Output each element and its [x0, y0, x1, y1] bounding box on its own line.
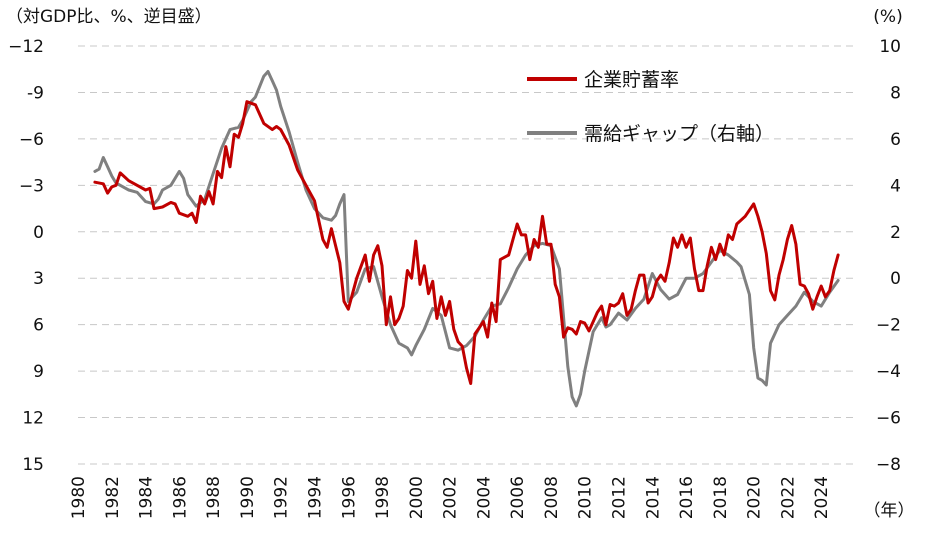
- x-tick-label: 2024: [812, 476, 832, 519]
- left-tick-label: 3: [33, 269, 44, 289]
- x-tick-label: 2000: [407, 476, 427, 519]
- right-tick-label: 8: [890, 83, 901, 103]
- legend-label-output-gap: 需給ギャップ（右軸）: [584, 123, 774, 145]
- x-tick-label: 1992: [272, 476, 292, 519]
- left-tick-label: −3: [19, 176, 44, 196]
- x-tick-label: 2014: [643, 476, 663, 519]
- right-axis-label: (%): [873, 7, 902, 27]
- left-tick-label: 6: [33, 316, 44, 336]
- right-tick-label: −6: [876, 409, 901, 429]
- x-tick-label: 1996: [339, 476, 359, 519]
- x-tick-label: 2018: [711, 476, 731, 519]
- left-tick-label: 9: [33, 362, 44, 382]
- x-axis-unit-label: （年）: [864, 501, 915, 521]
- gridlines: [78, 45, 855, 465]
- x-tick-label: 2016: [677, 476, 697, 519]
- left-tick-label: −6: [19, 130, 44, 150]
- right-tick-label: −2: [876, 316, 901, 336]
- series-line-savings-rate: [93, 100, 840, 385]
- legend-label-savings: 企業貯蓄率: [584, 69, 679, 91]
- right-tick-label: 0: [890, 269, 901, 289]
- left-tick-label: −12: [8, 37, 44, 57]
- x-tick-label: 1990: [238, 476, 258, 519]
- x-tick-label: 2020: [745, 476, 765, 519]
- series-lines: [93, 70, 840, 408]
- right-axis-ticks: 10 8 6 4 2 0 −2 −4 −6 −8: [876, 37, 901, 475]
- right-tick-label: 6: [890, 130, 901, 150]
- legend: 企業貯蓄率 需給ギャップ（右軸）: [527, 69, 774, 145]
- x-tick-label: 2006: [508, 476, 528, 519]
- left-tick-label: 12: [22, 409, 44, 429]
- x-tick-label: 2012: [610, 476, 630, 519]
- x-tick-label: 1986: [170, 476, 190, 519]
- x-tick-label: 2002: [441, 476, 461, 519]
- left-tick-label: 15: [22, 455, 44, 475]
- x-tick-label: 1988: [204, 476, 224, 519]
- series-line-output-gap: [93, 70, 840, 408]
- x-tick-label: 2010: [576, 476, 596, 519]
- x-tick-label: 2022: [778, 476, 798, 519]
- x-tick-label: 1994: [305, 476, 325, 519]
- right-tick-label: −8: [876, 455, 901, 475]
- x-axis-ticks: 1980 1982 1984 1986 1988 1990 1992 1994 1996 1998…: [69, 476, 832, 519]
- left-tick-label: 0: [33, 223, 44, 243]
- x-tick-label: 1984: [137, 476, 157, 519]
- left-axis-label: （対GDP比、%、逆目盛）: [6, 7, 212, 27]
- x-tick-label: 2004: [474, 476, 494, 519]
- x-tick-label: 1998: [373, 476, 393, 519]
- right-tick-label: 2: [890, 223, 901, 243]
- left-axis-ticks: −12 -9 −6 −3 0 3 6 9 12 15: [8, 37, 44, 475]
- x-tick-label: 2008: [542, 476, 562, 519]
- x-tick-label: 1980: [69, 476, 89, 519]
- right-tick-label: −4: [876, 362, 901, 382]
- right-tick-label: 4: [890, 176, 901, 196]
- x-tick-label: 1982: [103, 476, 123, 519]
- right-tick-label: 10: [879, 37, 901, 57]
- left-tick-label: -9: [27, 83, 44, 103]
